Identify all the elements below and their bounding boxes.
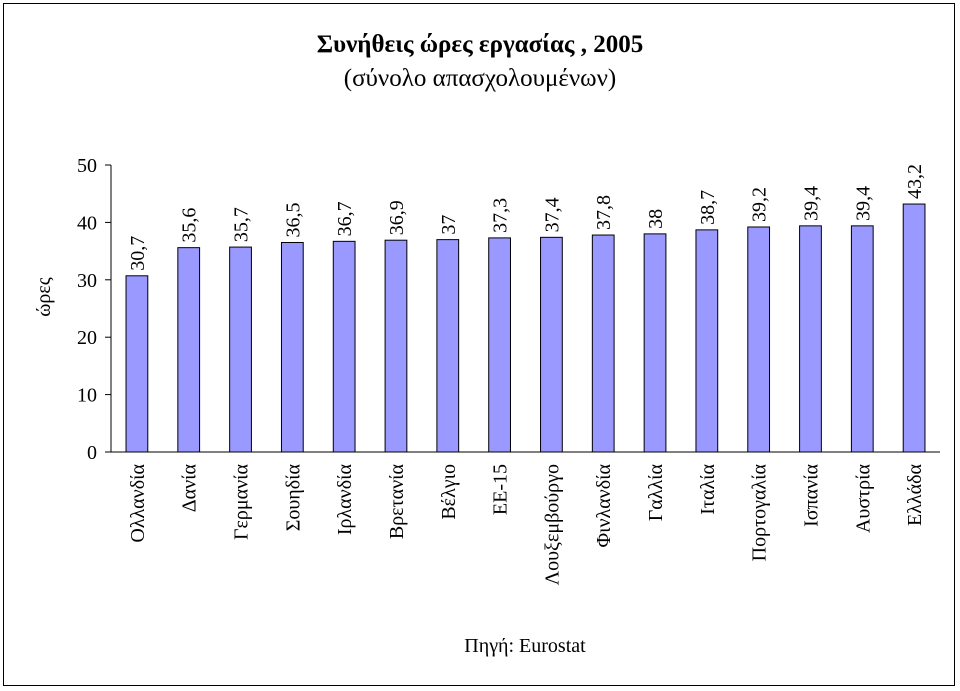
y-tick-label: 30 xyxy=(77,270,97,292)
y-axis-label: ώρες xyxy=(33,277,55,317)
bar-value-label: 35,6 xyxy=(179,208,201,243)
bar xyxy=(850,225,874,453)
bar-value-label: 36,5 xyxy=(282,202,304,237)
category-label: ΕΕ-15 xyxy=(490,464,512,515)
y-tick-label: 20 xyxy=(77,327,97,349)
category-label: Ελλάδα xyxy=(904,463,926,526)
bar xyxy=(747,226,771,453)
bar xyxy=(643,233,667,453)
y-ticks: 0 10 20 30 40 50 xyxy=(77,155,111,464)
category-label: Ισπανία xyxy=(800,463,822,526)
bar xyxy=(695,229,719,453)
bar xyxy=(799,225,822,453)
bar xyxy=(902,203,926,453)
category-label: Σουηδία xyxy=(282,463,304,531)
bar xyxy=(332,240,356,453)
category-label: Ιρλανδία xyxy=(334,463,356,535)
bar-value-label: 37,4 xyxy=(541,197,563,232)
bar-value-label: 38,7 xyxy=(697,190,719,225)
bar-value-label: 36,9 xyxy=(386,200,408,235)
category-label: Λουξεμβούργο xyxy=(541,464,563,585)
category-label: Δανία xyxy=(179,463,201,512)
bar xyxy=(384,239,408,453)
category-label: Γερμανία xyxy=(231,463,253,540)
bar xyxy=(280,241,304,453)
bar-value-label: 39,4 xyxy=(800,186,822,221)
category-labels: Ολλανδία Δανία Γερμανία Σουηδία Ιρλανδία Βρετ… xyxy=(127,463,926,585)
bar-value-label: 30,7 xyxy=(127,236,149,271)
bar xyxy=(177,247,201,453)
chart-subtitle: (σύνολο απασχολουμένων) xyxy=(344,65,617,92)
bars xyxy=(125,203,926,453)
bar xyxy=(229,246,252,453)
bar-value-label: 37,3 xyxy=(490,198,512,233)
category-label: Ολλανδία xyxy=(127,463,149,542)
category-label: Φινλανδία xyxy=(593,463,615,547)
chart-frame xyxy=(3,3,955,686)
y-tick-label: 50 xyxy=(77,155,97,177)
bar-value-label: 38 xyxy=(645,209,667,229)
bar-value-label: 39,4 xyxy=(852,186,874,221)
bar-value-label: 37 xyxy=(438,215,460,235)
bar xyxy=(540,236,563,453)
bar-value-label: 43,2 xyxy=(904,164,926,199)
category-label: Ιταλία xyxy=(697,463,719,514)
category-label: Γαλλία xyxy=(645,463,667,521)
chart-title: Συνήθεις ώρες εργασίας , 2005 xyxy=(317,31,643,58)
y-tick-label: 0 xyxy=(87,442,97,464)
bar xyxy=(488,237,511,453)
source-note: Πηγή: Eurostat xyxy=(464,635,586,657)
category-label: Βρετανία xyxy=(386,463,408,539)
bar-value-label: 39,2 xyxy=(749,187,771,222)
category-label: Αυστρία xyxy=(852,463,874,533)
bar xyxy=(125,275,149,453)
bar-value-label: 37,8 xyxy=(593,195,615,230)
bar xyxy=(436,239,460,453)
y-tick-label: 10 xyxy=(77,385,97,407)
bar-value-label: 36,7 xyxy=(334,201,356,236)
y-tick-label: 40 xyxy=(77,212,97,234)
bar-value-labels: 30,7 35,6 35,7 36,5 36,7 36,9 37 37,3 37,4 37,8 38… xyxy=(127,164,926,271)
bar-value-label: 35,7 xyxy=(231,207,253,242)
category-label: Πορτογαλία xyxy=(749,463,771,561)
bar xyxy=(591,234,615,453)
category-label: Βέλγιο xyxy=(438,464,460,520)
